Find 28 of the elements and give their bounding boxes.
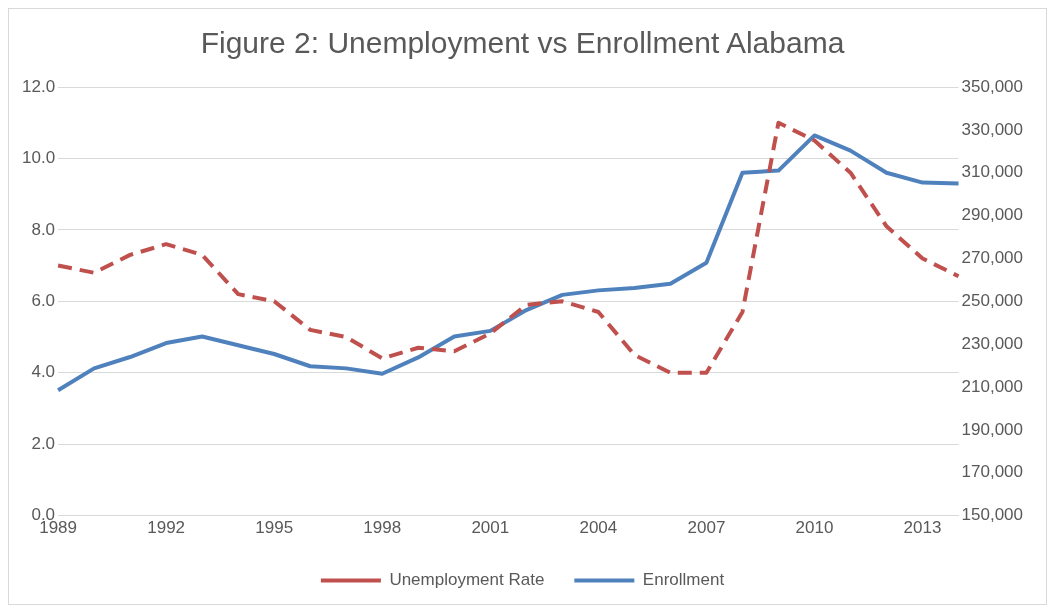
x-tick-label: 2007 bbox=[687, 518, 726, 538]
x-tick-label: 1998 bbox=[363, 518, 402, 538]
x-tick-label: 1992 bbox=[147, 518, 186, 538]
y-tick-label: 12.0 bbox=[21, 76, 56, 96]
y2-tick-label: 230,000 bbox=[961, 333, 1023, 353]
y2-tick-label: 310,000 bbox=[961, 162, 1023, 182]
y2-tick-label: 290,000 bbox=[961, 205, 1023, 225]
y2-tick-label: 190,000 bbox=[961, 419, 1023, 439]
x-tick-label: 2001 bbox=[471, 518, 510, 538]
legend-label: Enrollment bbox=[642, 570, 725, 590]
y-tick-label: 6.0 bbox=[31, 290, 56, 310]
x-tick-label: 1995 bbox=[255, 518, 294, 538]
y2-tick-label: 170,000 bbox=[961, 462, 1023, 482]
legend-label: Unemployment Rate bbox=[389, 570, 545, 590]
y-tick-label: 2.0 bbox=[31, 433, 56, 453]
y2-tick-label: 150,000 bbox=[961, 505, 1023, 525]
x-tick-label: 2010 bbox=[795, 518, 834, 538]
x-tick-label: 2004 bbox=[579, 518, 618, 538]
y-tick-label: 4.0 bbox=[31, 362, 56, 382]
y-tick-label: 8.0 bbox=[31, 219, 56, 239]
y2-tick-label: 270,000 bbox=[961, 248, 1023, 268]
y2-tick-label: 350,000 bbox=[961, 76, 1023, 96]
chart-title: Figure 2: Unemployment vs Enrollment Alabama bbox=[200, 26, 845, 60]
y2-tick-label: 330,000 bbox=[961, 119, 1023, 139]
x-tick-label: 2013 bbox=[903, 518, 942, 538]
y2-tick-label: 210,000 bbox=[961, 376, 1023, 396]
y2-tick-label: 250,000 bbox=[961, 290, 1023, 310]
y-tick-label: 10.0 bbox=[21, 148, 56, 168]
